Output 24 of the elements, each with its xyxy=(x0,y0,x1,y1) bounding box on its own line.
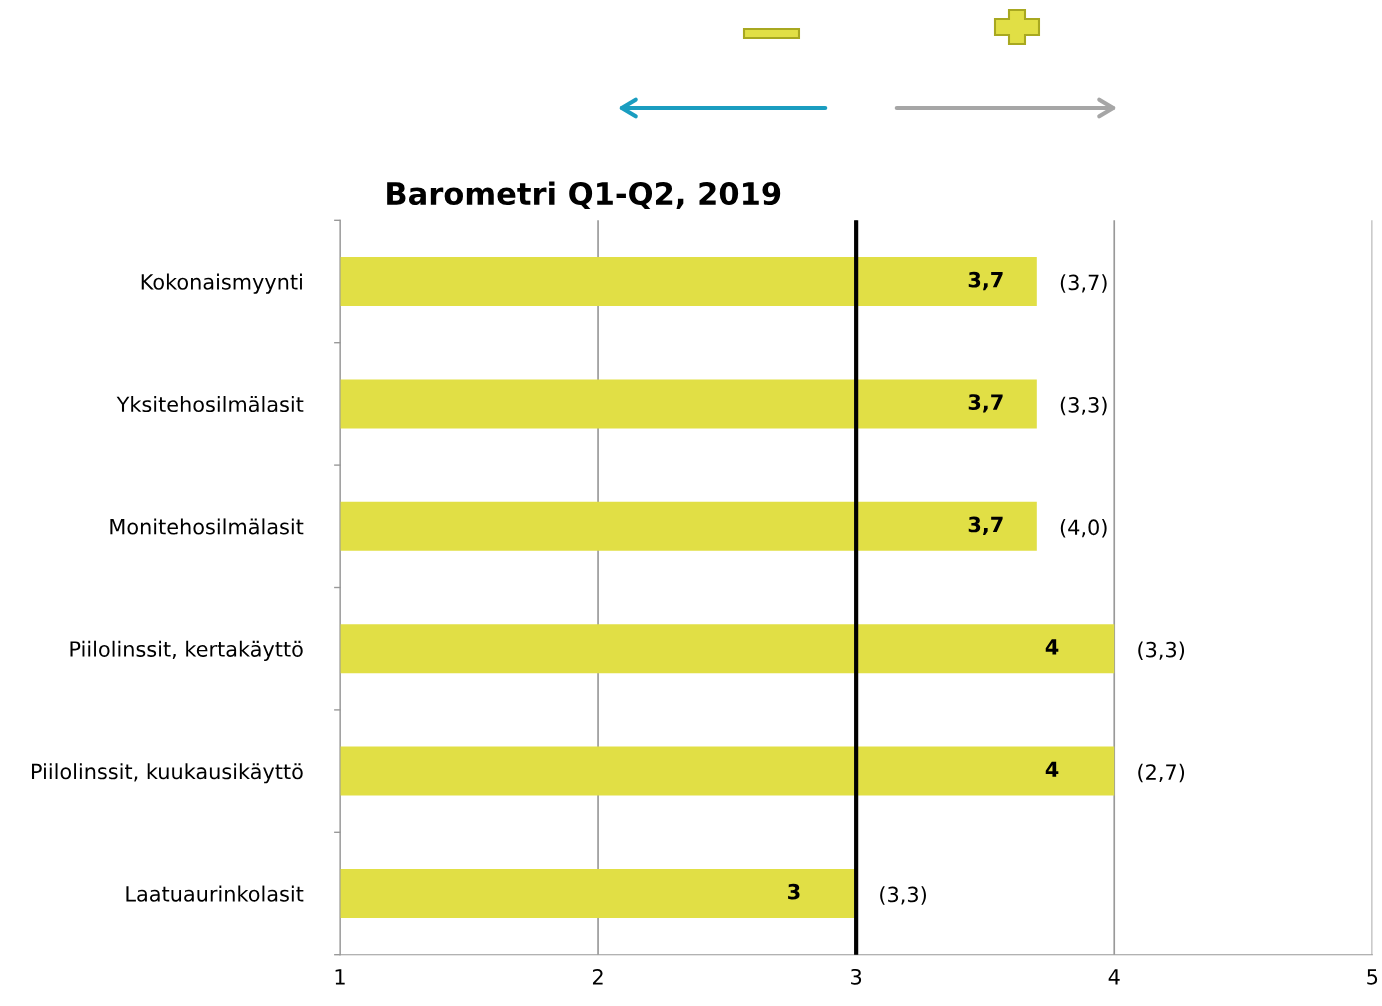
data-label: 4 xyxy=(1045,639,1059,655)
data-label: 3,7 xyxy=(968,271,1003,291)
annotation: (2,7) xyxy=(1138,763,1185,783)
x-tick-label: 1 xyxy=(335,969,345,985)
chart-title: Barometri Q1-Q2, 2019 xyxy=(387,181,781,210)
y-tick-label: Yksitehosilmälasit xyxy=(116,395,304,413)
y-tick-label: Piilolinssit, kertakäyttö xyxy=(70,640,303,661)
data-label: 3 xyxy=(788,883,800,900)
x-tick-label: 4 xyxy=(1108,969,1120,985)
annotation: (3,3) xyxy=(880,886,926,905)
y-tick-label: Kokonaismyynti xyxy=(141,273,302,294)
annotation: (3,7) xyxy=(1060,274,1107,293)
x-tick-label: 5 xyxy=(1367,969,1378,985)
x-tick-label: 3 xyxy=(851,968,862,985)
data-label: 4 xyxy=(1045,761,1059,777)
annotation: (3,3) xyxy=(1138,641,1185,660)
y-tick-label: Monitehosilmälasit xyxy=(110,518,304,535)
data-label: 3,7 xyxy=(968,394,1003,413)
annotation: (4,0) xyxy=(1060,519,1107,538)
data-label: 3,7 xyxy=(968,516,1003,536)
annotation: (3,3) xyxy=(1060,396,1107,416)
x-tick-label: 2 xyxy=(592,968,603,985)
y-tick-label: Laatuaurinkolasit xyxy=(126,885,304,902)
y-tick-label: Piilolinssit, kuukausikäyttö xyxy=(32,763,303,784)
